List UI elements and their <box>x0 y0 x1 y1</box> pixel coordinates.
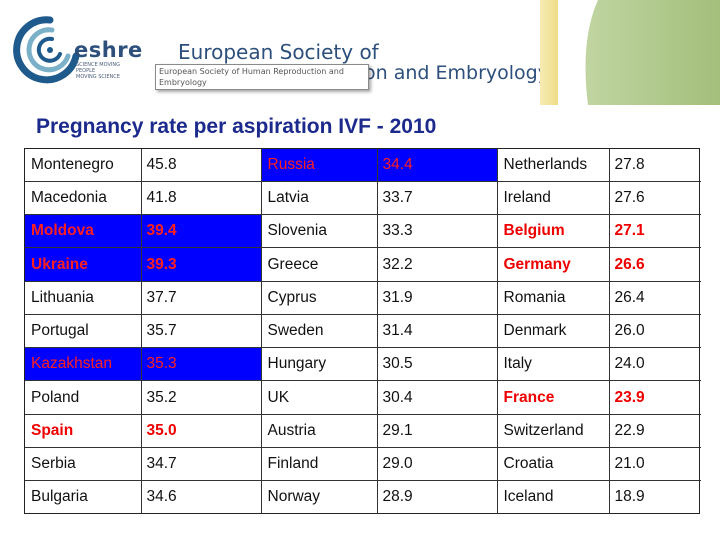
decorative-gold-bar <box>540 0 558 105</box>
country-cell: Ukraine <box>25 247 142 282</box>
table-row: Macedonia 41.8 Latvia 33.7 Ireland 27.6 <box>25 180 701 216</box>
country-cell: Russia <box>260 149 378 182</box>
rate-value-cell: 34.4 <box>376 149 498 182</box>
header-banner: eshre SCIENCE MOVING PEOPLE MOVING SCIEN… <box>0 0 720 105</box>
country-cell: Serbia <box>25 446 142 482</box>
country-cell: Austria <box>260 413 378 448</box>
society-name-upper: European Society of <box>178 40 379 64</box>
country-cell: Norway <box>260 480 378 513</box>
rate-value-cell: 26.0 <box>608 313 701 349</box>
country-cell: Montenegro <box>25 149 142 182</box>
rate-value-cell: 26.6 <box>608 247 701 282</box>
rate-value-cell: 30.5 <box>376 347 498 382</box>
rate-value-cell: 27.8 <box>608 149 701 182</box>
table-row: Montenegro 45.8 Russia 34.4 Netherlands 27.8 <box>25 149 701 182</box>
country-cell: Netherlands <box>496 149 610 182</box>
country-cell: Cyprus <box>260 280 378 315</box>
country-cell: Belgium <box>496 214 610 249</box>
table-row: Spain 35.0 Austria 29.1 Switzerland 22.9 <box>25 413 701 448</box>
country-cell: Finland <box>260 446 378 482</box>
tagline-line-3: MOVING SCIENCE <box>76 74 120 80</box>
rate-value-cell: 22.9 <box>608 413 701 448</box>
ivf-rate-table-frame: Montenegro 45.8 Russia 34.4 Netherlands 27.8 M… <box>24 148 701 514</box>
country-cell: Lithuania <box>25 280 142 315</box>
tooltip-line-1: European Society of Human Reproduction a… <box>159 67 344 76</box>
table-row: Kazakhstan 35.3 Hungary 30.5 Italy 24.0 <box>25 347 701 382</box>
country-cell: Iceland <box>496 480 610 513</box>
country-cell: Sweden <box>260 313 378 349</box>
rate-value-cell: 35.3 <box>140 347 262 382</box>
country-cell: Ireland <box>496 180 610 216</box>
ivf-rate-table: Montenegro 45.8 Russia 34.4 Netherlands 27.8 M… <box>25 149 701 513</box>
tooltip-line-2: Embryology <box>159 78 207 87</box>
rate-value-cell: 31.4 <box>376 313 498 349</box>
country-cell: Spain <box>25 413 142 448</box>
rate-value-cell: 39.3 <box>140 247 262 282</box>
country-cell: Poland <box>25 380 142 415</box>
rate-value-cell: 27.1 <box>608 214 701 249</box>
table-row: Serbia 34.7 Finland 29.0 Croatia 21.0 <box>25 446 701 482</box>
rate-value-cell: 35.0 <box>140 413 262 448</box>
rate-value-cell: 27.6 <box>608 180 701 216</box>
eshre-swirl-logo-icon <box>13 16 80 84</box>
rate-value-cell: 35.2 <box>140 380 262 415</box>
rate-value-cell: 41.8 <box>140 180 262 216</box>
rate-value-cell: 21.0 <box>608 446 701 482</box>
country-cell: Hungary <box>260 347 378 382</box>
rate-value-cell: 34.6 <box>140 480 262 513</box>
country-cell: Macedonia <box>25 180 142 216</box>
country-cell: Moldova <box>25 214 142 249</box>
country-cell: France <box>496 380 610 415</box>
rate-value-cell: 45.8 <box>140 149 262 182</box>
logo-wordmark: eshre <box>74 38 143 62</box>
tagline-line-1: SCIENCE MOVING <box>76 62 120 68</box>
country-cell: Croatia <box>496 446 610 482</box>
country-cell: Denmark <box>496 313 610 349</box>
rate-value-cell: 29.1 <box>376 413 498 448</box>
rate-value-cell: 23.9 <box>608 380 701 415</box>
rate-value-cell: 30.4 <box>376 380 498 415</box>
country-cell: Slovenia <box>260 214 378 249</box>
table-row: Lithuania 37.7 Cyprus 31.9 Romania 26.4 <box>25 280 701 315</box>
rate-value-cell: 18.9 <box>608 480 701 513</box>
country-cell: Romania <box>496 280 610 315</box>
rate-value-cell: 29.0 <box>376 446 498 482</box>
country-cell: Italy <box>496 347 610 382</box>
rate-value-cell: 33.7 <box>376 180 498 216</box>
table-row: Moldova 39.4 Slovenia 33.3 Belgium 27.1 <box>25 214 701 249</box>
country-cell: Latvia <box>260 180 378 216</box>
rate-value-cell: 33.3 <box>376 214 498 249</box>
table-row: Bulgaria 34.6 Norway 28.9 Iceland 18.9 <box>25 480 701 513</box>
country-cell: Bulgaria <box>25 480 142 513</box>
decorative-wave-shape <box>558 0 598 105</box>
rate-value-cell: 28.9 <box>376 480 498 513</box>
table-row: Portugal 35.7 Sweden 31.4 Denmark 26.0 <box>25 313 701 349</box>
rate-value-cell: 39.4 <box>140 214 262 249</box>
society-name-lower: on and Embryology <box>364 62 549 84</box>
rate-value-cell: 31.9 <box>376 280 498 315</box>
table-row: Ukraine 39.3 Greece 32.2 Germany 26.6 <box>25 247 701 282</box>
rate-value-cell: 26.4 <box>608 280 701 315</box>
country-cell: Switzerland <box>496 413 610 448</box>
country-cell: Greece <box>260 247 378 282</box>
country-cell: Kazakhstan <box>25 347 142 382</box>
tagline-line-2: PEOPLE <box>76 68 96 74</box>
hover-tooltip: European Society of Human Reproduction a… <box>155 64 369 90</box>
country-cell: Portugal <box>25 313 142 349</box>
rate-value-cell: 34.7 <box>140 446 262 482</box>
rate-value-cell: 32.2 <box>376 247 498 282</box>
country-cell: Germany <box>496 247 610 282</box>
rate-value-cell: 35.7 <box>140 313 262 349</box>
slide-title: Pregnancy rate per aspiration IVF - 2010 <box>36 115 437 138</box>
country-cell: UK <box>260 380 378 415</box>
rate-value-cell: 24.0 <box>608 347 701 382</box>
table-row: Poland 35.2 UK 30.4 France 23.9 <box>25 380 701 415</box>
rate-value-cell: 37.7 <box>140 280 262 315</box>
